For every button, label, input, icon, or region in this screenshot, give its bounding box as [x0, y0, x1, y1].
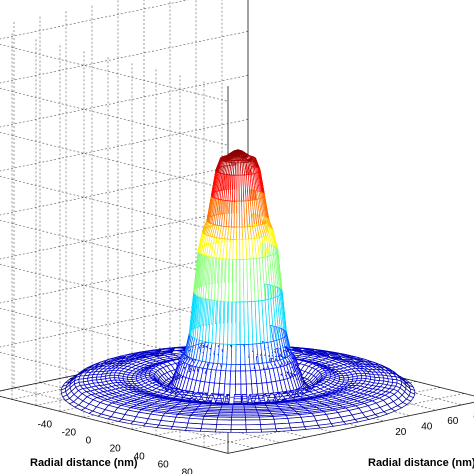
- grid-line: [0, 308, 229, 366]
- surface-cell: [356, 375, 363, 379]
- surface-cell: [215, 424, 232, 430]
- surface-cell: [361, 375, 367, 379]
- grid-line: [0, 44, 229, 102]
- grid-line: [0, 75, 249, 128]
- x-tick-label: 0: [86, 436, 92, 447]
- y-axis-label: Radial distance (nm): [368, 457, 474, 469]
- axis-edge: [0, 395, 229, 454]
- axis-edge: [227, 401, 474, 454]
- tick-labels: -40-2002040608010020406080: [38, 411, 474, 474]
- surface-cell: [230, 419, 247, 426]
- grid-line: [0, 132, 229, 190]
- surface-cell: [230, 424, 247, 430]
- surface-cell: [387, 378, 394, 383]
- surface-cell: [235, 344, 241, 365]
- x-tick-label: 40: [134, 452, 146, 463]
- surface-cell: [370, 376, 376, 381]
- grid-line: [0, 0, 189, 40]
- surface-cell: [230, 364, 237, 372]
- grid-line: [0, 119, 249, 172]
- surface-cell: [230, 429, 247, 433]
- x-tick-label: -40: [38, 420, 53, 431]
- y-tick-label: 60: [447, 416, 459, 427]
- grid-line: [0, 31, 249, 84]
- x-axis-label: Radial distance (nm): [30, 457, 138, 469]
- surface-cell: [409, 388, 416, 395]
- surface-cell: [374, 377, 380, 381]
- surface-cell: [392, 379, 398, 384]
- grid-line: [0, 176, 229, 234]
- y-tick-label: 40: [421, 421, 433, 432]
- x-tick-label: 20: [110, 444, 122, 455]
- grid-line: [0, 264, 229, 322]
- surface-cell: [260, 428, 278, 433]
- surface-cell: [326, 373, 332, 377]
- surface-cell: [245, 419, 261, 426]
- surface-cell: [230, 344, 237, 365]
- surface-cell: [275, 427, 293, 432]
- surface-cell: [231, 416, 247, 421]
- surface-cell: [339, 376, 345, 381]
- surface-cell: [352, 375, 358, 380]
- surface-cell: [224, 370, 232, 385]
- grid-line: [0, 352, 229, 410]
- x-tick-label: 60: [158, 460, 170, 471]
- grid-line: [0, 207, 249, 260]
- surface-cell: [235, 364, 242, 372]
- surface-cell: [260, 423, 277, 430]
- x-tick-label: -20: [62, 428, 77, 439]
- grid-line: [0, 88, 229, 146]
- surface-cell: [379, 377, 385, 382]
- x-tick-label: 80: [182, 468, 194, 474]
- grid-line: [13, 387, 255, 449]
- surface-cell: [245, 428, 263, 433]
- surface-cell: [245, 424, 262, 430]
- surface-cell: [348, 376, 354, 381]
- surface-cell: [365, 375, 371, 380]
- y-tick-label: 20: [395, 427, 407, 438]
- surface-cell: [343, 377, 349, 381]
- surface-cell: [232, 239, 237, 260]
- surface-cell: [216, 419, 232, 426]
- surface-cell: [235, 370, 242, 385]
- surface-cell: [383, 377, 389, 383]
- surface-mesh: [60, 148, 416, 433]
- surface-cell: [289, 426, 307, 431]
- grid-line: [0, 220, 229, 278]
- surface-cell: [229, 370, 237, 385]
- grid-line: [0, 163, 249, 216]
